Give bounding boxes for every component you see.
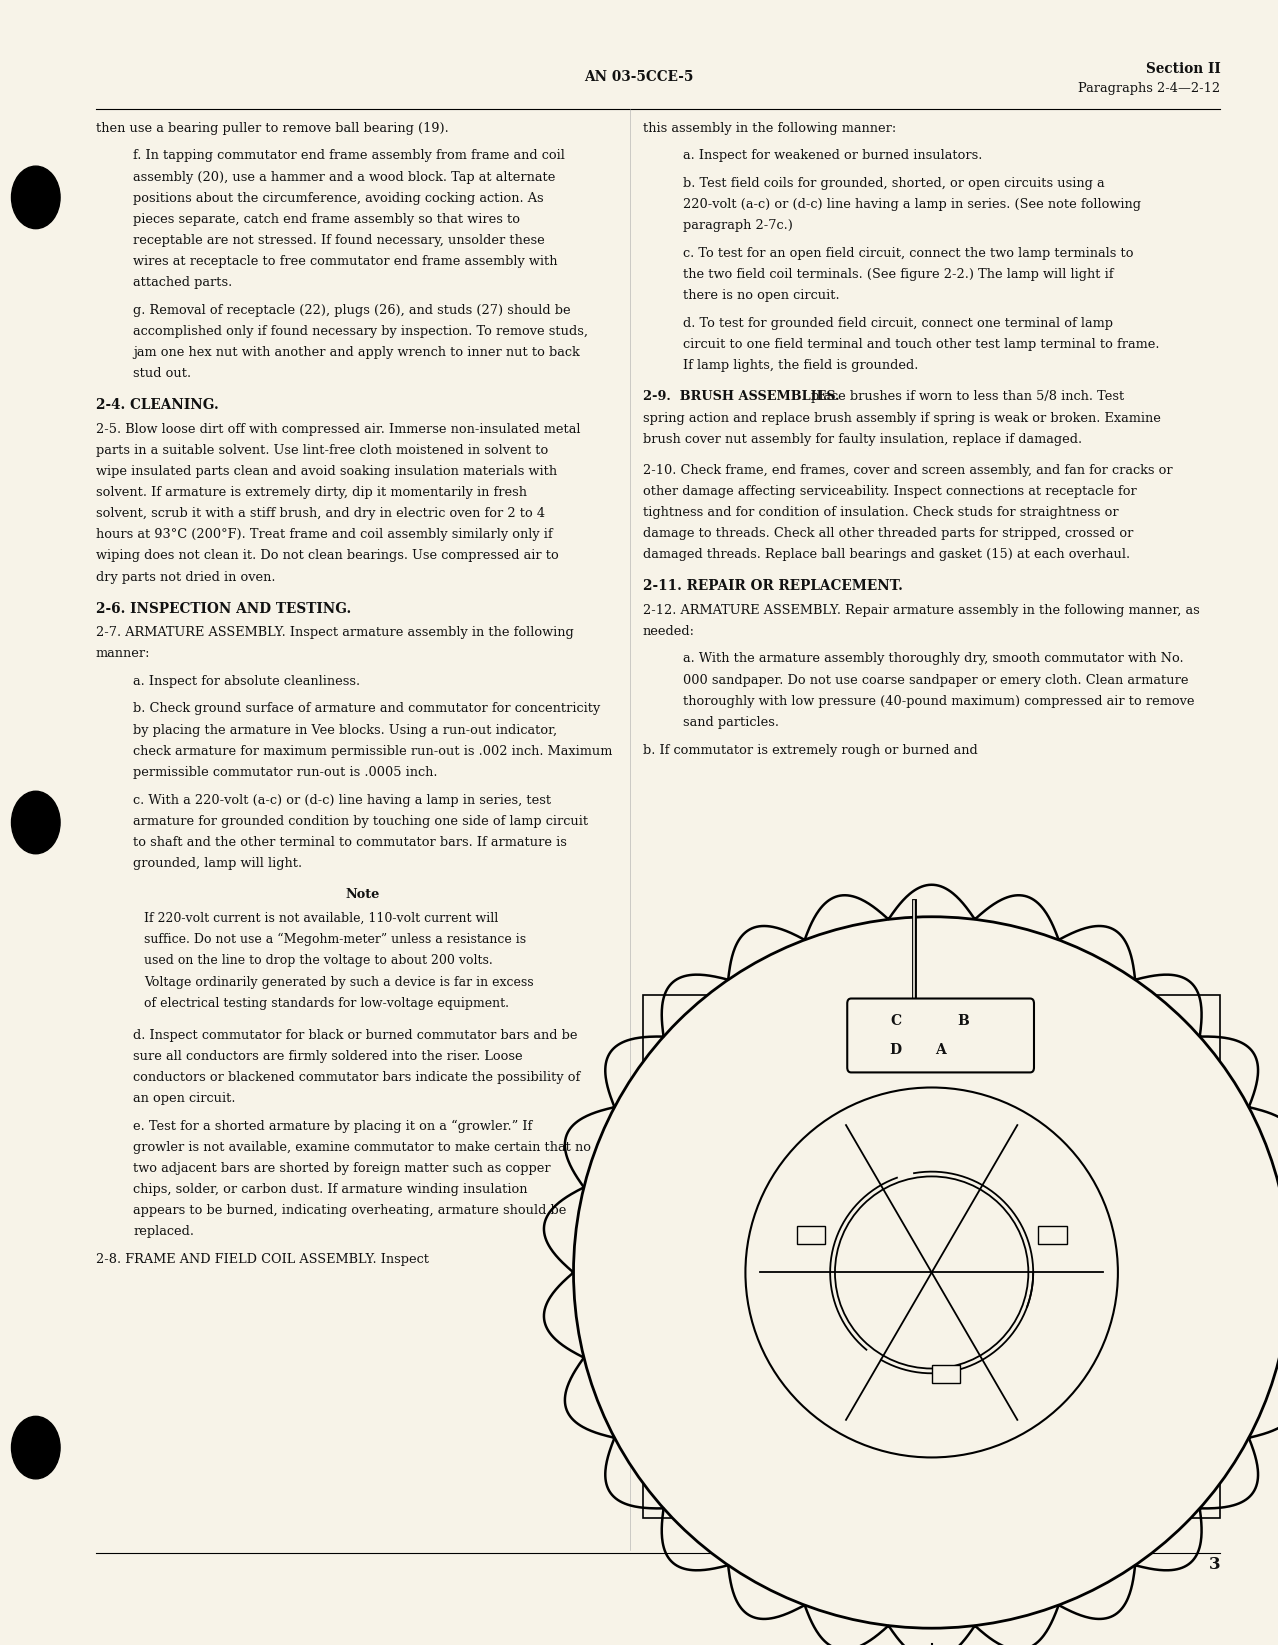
- Text: b. Test field coils for grounded, shorted, or open circuits using a: b. Test field coils for grounded, shorte…: [684, 178, 1105, 191]
- Text: e. Test for a shorted armature by placing it on a “growler.” If: e. Test for a shorted armature by placin…: [133, 1120, 533, 1133]
- Text: If lamp lights, the field is grounded.: If lamp lights, the field is grounded.: [684, 360, 919, 372]
- Ellipse shape: [574, 916, 1278, 1629]
- Text: place brushes if worn to less than 5/8 inch. Test: place brushes if worn to less than 5/8 i…: [812, 390, 1125, 403]
- Text: check armature for maximum permissible run-out is .002 inch. Maximum: check armature for maximum permissible r…: [133, 745, 612, 758]
- Text: conductors or blackened commutator bars indicate the possibility of: conductors or blackened commutator bars …: [133, 1071, 580, 1084]
- Text: 000 sandpaper. Do not use coarse sandpaper or emery cloth. Clean armature: 000 sandpaper. Do not use coarse sandpap…: [684, 673, 1189, 686]
- Text: 2-11. REPAIR OR REPLACEMENT.: 2-11. REPAIR OR REPLACEMENT.: [643, 579, 902, 594]
- Bar: [932, 1365, 960, 1383]
- Text: B: B: [957, 1015, 969, 1028]
- Text: g. Removal of receptacle (22), plugs (26), and studs (27) should be: g. Removal of receptacle (22), plugs (26…: [133, 304, 571, 317]
- Text: wires at receptacle to free commutator end frame assembly with: wires at receptacle to free commutator e…: [133, 255, 557, 268]
- Text: AN 03-5CCE-5: AN 03-5CCE-5: [584, 71, 694, 84]
- Text: 2-9.  BRUSH ASSEMBLIES.: 2-9. BRUSH ASSEMBLIES.: [643, 390, 840, 403]
- Text: permissible commutator run-out is .0005 inch.: permissible commutator run-out is .0005 …: [133, 767, 438, 778]
- Text: Paragraphs 2-4—2-12: Paragraphs 2-4—2-12: [1079, 82, 1220, 95]
- Text: A: A: [935, 1043, 946, 1056]
- Text: b. If commutator is extremely rough or burned and: b. If commutator is extremely rough or b…: [643, 744, 978, 757]
- Text: Figure 2-2.  Wiring Diagram—Internal Connection: Figure 2-2. Wiring Diagram—Internal Conn…: [759, 1540, 1104, 1553]
- Text: to shaft and the other terminal to commutator bars. If armature is: to shaft and the other terminal to commu…: [133, 836, 567, 849]
- FancyBboxPatch shape: [847, 999, 1034, 1073]
- Text: pieces separate, catch end frame assembly so that wires to: pieces separate, catch end frame assembl…: [133, 212, 520, 225]
- Text: chips, solder, or carbon dust. If armature winding insulation: chips, solder, or carbon dust. If armatu…: [133, 1183, 528, 1196]
- Text: sand particles.: sand particles.: [684, 716, 780, 729]
- Text: D: D: [889, 1043, 902, 1056]
- Text: a. Inspect for weakened or burned insulators.: a. Inspect for weakened or burned insula…: [684, 150, 983, 163]
- Text: 2-8. FRAME AND FIELD COIL ASSEMBLY. Inspect: 2-8. FRAME AND FIELD COIL ASSEMBLY. Insp…: [96, 1253, 429, 1267]
- Text: a. Inspect for absolute cleanliness.: a. Inspect for absolute cleanliness.: [133, 674, 360, 688]
- Text: receptable are not stressed. If found necessary, unsolder these: receptable are not stressed. If found ne…: [133, 234, 544, 247]
- Ellipse shape: [835, 1176, 1029, 1369]
- Text: 220-volt (a-c) or (d-c) line having a lamp in series. (See note following: 220-volt (a-c) or (d-c) line having a la…: [684, 199, 1141, 211]
- Text: appears to be burned, indicating overheating, armature should be: appears to be burned, indicating overhea…: [133, 1204, 566, 1217]
- Text: 3: 3: [1209, 1556, 1220, 1573]
- Text: Voltage ordinarily generated by such a device is far in excess: Voltage ordinarily generated by such a d…: [144, 975, 533, 989]
- Text: paragraph 2-7c.): paragraph 2-7c.): [684, 219, 794, 232]
- Bar: [1038, 1226, 1067, 1244]
- Text: attached parts.: attached parts.: [133, 276, 233, 290]
- Text: suffice. Do not use a “Megohm-meter” unless a resistance is: suffice. Do not use a “Megohm-meter” unl…: [144, 933, 527, 946]
- Text: hours at 93°C (200°F). Treat frame and coil assembly similarly only if: hours at 93°C (200°F). Treat frame and c…: [96, 528, 552, 541]
- Text: thoroughly with low pressure (40-pound maximum) compressed air to remove: thoroughly with low pressure (40-pound m…: [684, 694, 1195, 707]
- Text: f. In tapping commutator end frame assembly from frame and coil: f. In tapping commutator end frame assem…: [133, 150, 565, 163]
- Text: replaced.: replaced.: [133, 1226, 194, 1239]
- Text: this assembly in the following manner:: this assembly in the following manner:: [643, 122, 896, 135]
- Text: manner:: manner:: [96, 646, 151, 660]
- Text: damaged threads. Replace ball bearings and gasket (15) at each overhaul.: damaged threads. Replace ball bearings a…: [643, 548, 1130, 561]
- Circle shape: [12, 1416, 60, 1479]
- Text: C: C: [891, 1015, 901, 1028]
- Text: dry parts not dried in oven.: dry parts not dried in oven.: [96, 571, 275, 584]
- Ellipse shape: [745, 1087, 1118, 1457]
- Text: needed:: needed:: [643, 625, 695, 638]
- Text: positions about the circumference, avoiding cocking action. As: positions about the circumference, avoid…: [133, 192, 544, 204]
- Text: 2-12. ARMATURE ASSEMBLY. Repair armature assembly in the following manner, as: 2-12. ARMATURE ASSEMBLY. Repair armature…: [643, 604, 1200, 617]
- Text: 2-10. Check frame, end frames, cover and screen assembly, and fan for cracks or: 2-10. Check frame, end frames, cover and…: [643, 464, 1172, 477]
- Text: a. With the armature assembly thoroughly dry, smooth commutator with No.: a. With the armature assembly thoroughly…: [684, 653, 1183, 665]
- Text: by placing the armature in Vee blocks. Using a run-out indicator,: by placing the armature in Vee blocks. U…: [133, 724, 557, 737]
- Text: 2-6. INSPECTION AND TESTING.: 2-6. INSPECTION AND TESTING.: [96, 602, 351, 615]
- Text: damage to threads. Check all other threaded parts for stripped, crossed or: damage to threads. Check all other threa…: [643, 526, 1134, 540]
- Text: two adjacent bars are shorted by foreign matter such as copper: two adjacent bars are shorted by foreign…: [133, 1161, 551, 1175]
- Text: solvent. If armature is extremely dirty, dip it momentarily in fresh: solvent. If armature is extremely dirty,…: [96, 485, 527, 498]
- Text: c. To test for an open field circuit, connect the two lamp terminals to: c. To test for an open field circuit, co…: [684, 247, 1134, 260]
- Text: brush cover nut assembly for faulty insulation, replace if damaged.: brush cover nut assembly for faulty insu…: [643, 433, 1082, 446]
- Text: d. Inspect commutator for black or burned commutator bars and be: d. Inspect commutator for black or burne…: [133, 1028, 578, 1041]
- Text: Section II: Section II: [1146, 63, 1220, 76]
- Text: Note: Note: [346, 888, 380, 901]
- Text: b. Check ground surface of armature and commutator for concentricity: b. Check ground surface of armature and …: [133, 702, 601, 716]
- Text: growler is not available, examine commutator to make certain that no: growler is not available, examine commut…: [133, 1142, 592, 1153]
- Text: 2-7. ARMATURE ASSEMBLY. Inspect armature assembly in the following: 2-7. ARMATURE ASSEMBLY. Inspect armature…: [96, 625, 574, 638]
- Text: tightness and for condition of insulation. Check studs for straightness or: tightness and for condition of insulatio…: [643, 507, 1118, 520]
- Text: then use a bearing puller to remove ball bearing (19).: then use a bearing puller to remove ball…: [96, 122, 449, 135]
- Text: grounded, lamp will light.: grounded, lamp will light.: [133, 857, 303, 870]
- Text: sure all conductors are firmly soldered into the riser. Loose: sure all conductors are firmly soldered …: [133, 1050, 523, 1063]
- Text: armature for grounded condition by touching one side of lamp circuit: armature for grounded condition by touch…: [133, 814, 588, 827]
- Text: parts in a suitable solvent. Use lint-free cloth moistened in solvent to: parts in a suitable solvent. Use lint-fr…: [96, 444, 548, 457]
- Text: solvent, scrub it with a stiff brush, and dry in electric oven for 2 to 4: solvent, scrub it with a stiff brush, an…: [96, 507, 544, 520]
- Text: 2-4. CLEANING.: 2-4. CLEANING.: [96, 398, 219, 413]
- Text: an open circuit.: an open circuit.: [133, 1092, 235, 1105]
- Text: wiping does not clean it. Do not clean bearings. Use compressed air to: wiping does not clean it. Do not clean b…: [96, 549, 558, 563]
- Text: jam one hex nut with another and apply wrench to inner nut to back: jam one hex nut with another and apply w…: [133, 347, 580, 359]
- Text: of electrical testing standards for low-voltage equipment.: of electrical testing standards for low-…: [144, 997, 509, 1010]
- Text: assembly (20), use a hammer and a wood block. Tap at alternate: assembly (20), use a hammer and a wood b…: [133, 171, 556, 184]
- Text: other damage affecting serviceability. Inspect connections at receptacle for: other damage affecting serviceability. I…: [643, 485, 1136, 498]
- Bar: [796, 1226, 826, 1244]
- Text: If 220-volt current is not available, 110-volt current will: If 220-volt current is not available, 11…: [144, 911, 498, 924]
- Text: there is no open circuit.: there is no open circuit.: [684, 290, 840, 303]
- Text: the two field coil terminals. (See figure 2-2.) The lamp will light if: the two field coil terminals. (See figur…: [684, 268, 1113, 281]
- Text: circuit to one field terminal and touch other test lamp terminal to frame.: circuit to one field terminal and touch …: [684, 339, 1159, 352]
- Text: used on the line to drop the voltage to about 200 volts.: used on the line to drop the voltage to …: [144, 954, 493, 967]
- Circle shape: [12, 166, 60, 229]
- Circle shape: [12, 791, 60, 854]
- Text: wipe insulated parts clean and avoid soaking insulation materials with: wipe insulated parts clean and avoid soa…: [96, 466, 557, 479]
- Text: c. With a 220-volt (a-c) or (d-c) line having a lamp in series, test: c. With a 220-volt (a-c) or (d-c) line h…: [133, 793, 551, 806]
- Text: d. To test for grounded field circuit, connect one terminal of lamp: d. To test for grounded field circuit, c…: [684, 317, 1113, 331]
- Text: stud out.: stud out.: [133, 367, 192, 380]
- Text: spring action and replace brush assembly if spring is weak or broken. Examine: spring action and replace brush assembly…: [643, 411, 1160, 424]
- Bar: [643, 995, 1220, 1518]
- Text: accomplished only if found necessary by inspection. To remove studs,: accomplished only if found necessary by …: [133, 326, 588, 339]
- Text: 2-5. Blow loose dirt off with compressed air. Immerse non-insulated metal: 2-5. Blow loose dirt off with compressed…: [96, 423, 580, 436]
